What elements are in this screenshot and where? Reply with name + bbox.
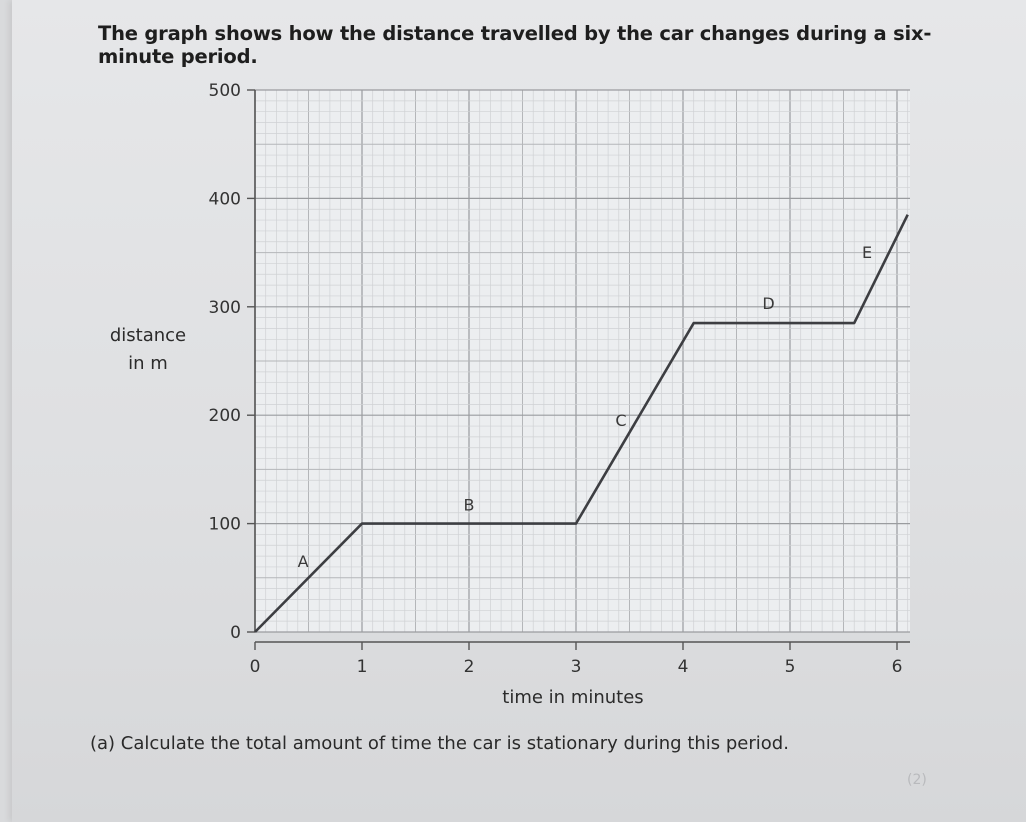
y-axis-title-line: in m (128, 353, 168, 374)
y-tick-label: 400 (209, 189, 241, 209)
marks-label: (2) (907, 772, 927, 788)
segment-labels: A B C D E (298, 243, 872, 571)
x-axis-title: time in minutes (502, 687, 643, 708)
y-tick-label: 0 (230, 623, 241, 643)
y-tick-label: 200 (209, 406, 241, 426)
axis-titles: time in minutes distance in m (110, 325, 644, 708)
x-tick-label: 2 (464, 657, 475, 677)
x-tick-label: 5 (785, 657, 796, 677)
question-a-text: (a) Calculate the total amount of time t… (90, 733, 789, 754)
x-tick-label: 6 (892, 657, 903, 677)
y-tick-label: 500 (209, 81, 241, 101)
grid-lines (254, 89, 910, 633)
x-tick-label: 3 (571, 657, 582, 677)
segment-label-d: D (762, 294, 774, 313)
x-tick-label: 4 (678, 657, 689, 677)
y-axis-title-line: distance (110, 325, 186, 346)
x-tick-label: 0 (250, 657, 261, 677)
ticks: 0 100 200 300 400 500 0 1 2 3 4 5 6 (209, 81, 903, 677)
distance-series-line (254, 214, 909, 633)
y-tick-label: 300 (209, 298, 241, 318)
segment-label-a: A (298, 552, 309, 571)
segment-label-c: C (615, 411, 626, 430)
segment-label-e: E (862, 243, 872, 262)
x-tick-label: 1 (357, 657, 368, 677)
segment-label-b: B (464, 496, 475, 515)
axes (254, 90, 910, 643)
y-tick-label: 100 (209, 515, 241, 535)
series-layer (254, 214, 909, 633)
intro-text: The graph shows how the distance travell… (98, 22, 932, 68)
